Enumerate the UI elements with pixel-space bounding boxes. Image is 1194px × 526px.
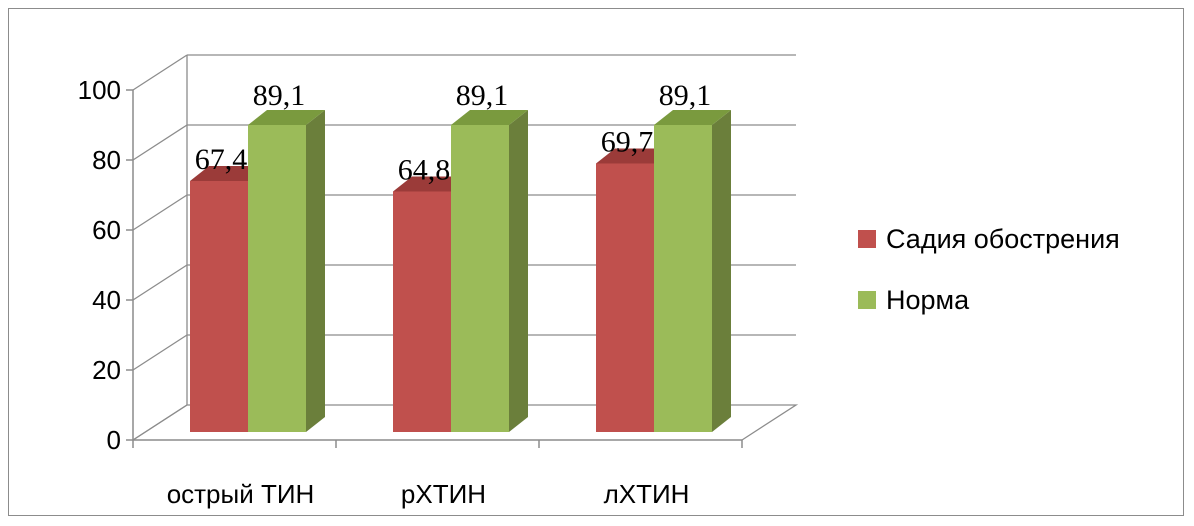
bar-side: [712, 110, 731, 432]
legend-label: Норма: [886, 285, 970, 315]
gridline-side: [132, 264, 188, 301]
gridline-side: [132, 334, 188, 371]
bar-top: [596, 148, 673, 164]
x-tick-label: рХТИН: [401, 479, 486, 509]
bar: [393, 191, 451, 432]
y-tick-label: 80: [92, 145, 121, 175]
y-tick-label: 20: [92, 355, 121, 385]
data-labels: 67,489,164,889,169,789,1: [195, 79, 712, 187]
bar: [190, 181, 248, 432]
bar-top: [248, 110, 325, 125]
y-tick-labels: 0 20 40 60 80 100: [78, 75, 121, 455]
y-tick-label: 0: [107, 425, 121, 455]
bar-top: [451, 110, 528, 125]
bars: [190, 110, 731, 432]
data-label: 67,4: [195, 143, 248, 176]
x-tick-label: лХТИН: [604, 479, 690, 509]
y-tick-label: 40: [92, 285, 121, 315]
legend-swatch: [858, 291, 876, 309]
gridline-side: [132, 124, 188, 161]
bar: [596, 163, 654, 432]
y-tick-label: 100: [78, 75, 121, 105]
bar: [654, 125, 712, 432]
data-label: 64,8: [398, 154, 451, 187]
data-label: 69,7: [601, 126, 654, 159]
data-label: 89,1: [456, 79, 509, 112]
x-tick-labels: острый ТИН рХТИН лХТИН: [167, 479, 690, 509]
data-label: 89,1: [659, 79, 712, 112]
gridline-side: [132, 54, 188, 91]
data-label: 89,1: [253, 79, 306, 112]
bar: [248, 125, 306, 432]
bar-top: [190, 166, 267, 181]
bar-top: [393, 176, 470, 192]
legend-label: Садия обострения: [886, 224, 1120, 254]
legend-swatch: [858, 230, 876, 248]
bar-side: [306, 110, 325, 432]
x-tick-label: острый ТИН: [167, 479, 315, 509]
bar-top: [654, 110, 731, 125]
legend: Садия обострения Норма: [858, 224, 1120, 315]
gridline-side: [132, 194, 188, 231]
bar: [451, 125, 509, 432]
y-tick-label: 60: [92, 215, 121, 245]
bar-side: [509, 110, 528, 432]
axes: [126, 89, 743, 448]
